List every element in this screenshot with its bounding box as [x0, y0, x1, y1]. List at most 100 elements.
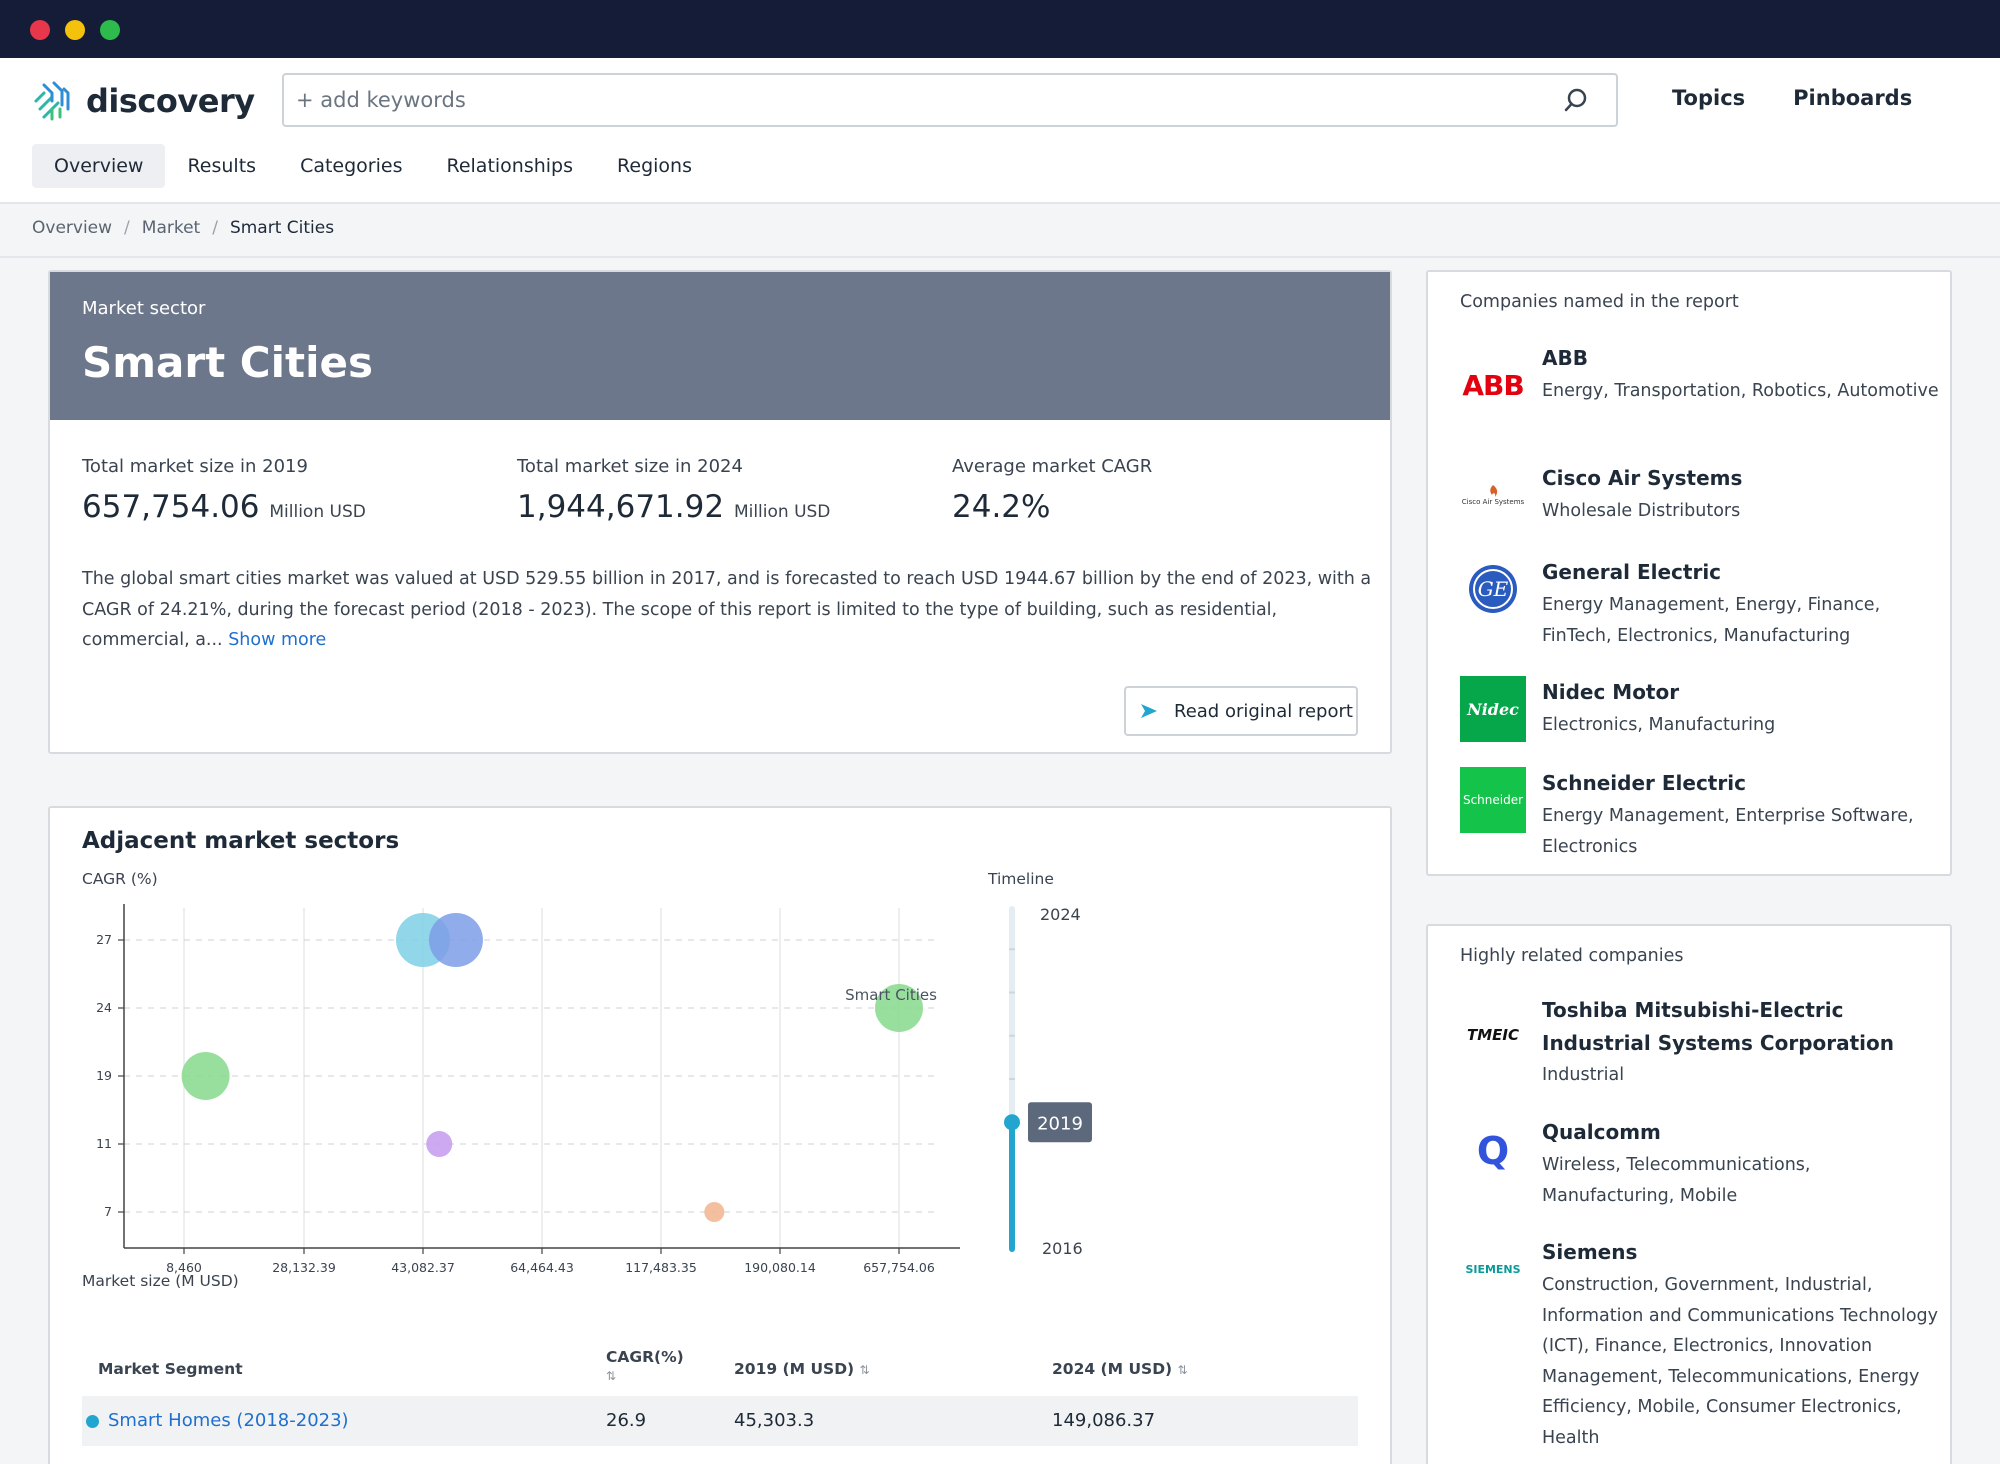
- bubble-point: [429, 913, 483, 967]
- app-logo[interactable]: discovery: [30, 78, 255, 124]
- company-name: General Electric: [1542, 556, 1942, 589]
- company-name: Siemens: [1542, 1236, 1942, 1269]
- table-row[interactable]: Smart Homes (2018-2023) 26.9 45,303.3 14…: [82, 1396, 1358, 1446]
- company-tags: Energy Management, Enterprise Software, …: [1542, 801, 1942, 862]
- qualcomm-logo: Q: [1460, 1118, 1526, 1184]
- window-titlebar: [0, 0, 2000, 58]
- cisco-air-systems-logo: Cisco Air Systems: [1460, 462, 1526, 528]
- page-title: Smart Cities: [82, 338, 373, 387]
- flame-icon: [1483, 484, 1503, 498]
- stat-value: 657,754.06: [82, 489, 260, 525]
- read-original-report-button[interactable]: Read original report: [1124, 686, 1358, 736]
- column-header-2024[interactable]: 2024 (M USD) ⇅: [1052, 1360, 1188, 1378]
- nidec-logo: Nidec: [1460, 676, 1526, 742]
- company-tags: Energy Management, Energy, Finance, FinT…: [1542, 590, 1942, 651]
- y-tick-label: 7: [104, 1204, 112, 1219]
- show-more-link[interactable]: Show more: [228, 630, 326, 650]
- column-header-2019[interactable]: 2019 (M USD) ⇅: [734, 1360, 870, 1378]
- cell-cagr: 26.9: [606, 1410, 646, 1431]
- company-name: ABB: [1542, 342, 1942, 375]
- y-tick-label: 27: [96, 932, 112, 947]
- point-label: Smart Cities: [845, 986, 937, 1004]
- cell-2019: 45,303.3: [734, 1410, 814, 1431]
- hero-banner: Market sector Smart Cities: [50, 272, 1390, 420]
- svg-text:GE: GE: [1478, 577, 1509, 601]
- breadcrumb-overview[interactable]: Overview: [32, 218, 112, 238]
- x-tick-label: 43,082.37: [391, 1260, 455, 1275]
- x-tick-label: 8,460: [166, 1260, 202, 1275]
- topics-link[interactable]: Topics: [1672, 86, 1745, 110]
- bubble-point: [704, 1202, 724, 1222]
- y-tick-label: 19: [96, 1068, 112, 1083]
- ge-logo-icon: GE: [1460, 556, 1526, 622]
- companies-named-panel: Companies named in the report ABB ABB En…: [1426, 270, 1952, 876]
- segment-color-dot: [86, 1415, 99, 1428]
- sort-icon[interactable]: ⇅: [860, 1363, 870, 1377]
- tab-results[interactable]: Results: [165, 144, 278, 188]
- stat-label: Total market size in 2019: [82, 456, 366, 477]
- company-tags: Electronics, Manufacturing: [1542, 710, 1942, 741]
- breadcrumb-market[interactable]: Market: [142, 218, 200, 238]
- x-tick-label: 28,132.39: [272, 1260, 336, 1275]
- segment-link[interactable]: Smart Homes (2018-2023): [108, 1410, 349, 1431]
- cell-2024: 149,086.37: [1052, 1410, 1155, 1431]
- maximize-window-button[interactable]: [100, 20, 120, 40]
- company-tags: Industrial: [1542, 1060, 1942, 1091]
- y-tick-label: 24: [96, 1000, 112, 1015]
- stat-unit: Million USD: [734, 502, 830, 522]
- company-name: Nidec Motor: [1542, 676, 1942, 709]
- siemens-logo: SIEMENS: [1460, 1236, 1526, 1302]
- sort-icon[interactable]: ⇅: [606, 1369, 616, 1383]
- search-bar: [282, 73, 1618, 127]
- minimize-window-button[interactable]: [65, 20, 85, 40]
- stat-market-size-2024: Total market size in 2024 1,944,671.92 M…: [517, 456, 830, 525]
- tab-categories[interactable]: Categories: [278, 144, 424, 188]
- column-header-cagr[interactable]: CAGR(%) ⇅: [606, 1348, 684, 1384]
- company-tags: Construction, Government, Industrial, In…: [1542, 1270, 1942, 1453]
- breadcrumb-current: Smart Cities: [230, 218, 334, 238]
- timeline-end-label: 2024: [1040, 905, 1081, 924]
- stat-value: 1,944,671.92: [517, 489, 724, 525]
- x-tick-label: 657,754.06: [863, 1260, 935, 1275]
- search-input[interactable]: [284, 75, 1562, 125]
- stat-average-cagr: Average market CAGR 24.2%: [952, 456, 1152, 525]
- tab-overview[interactable]: Overview: [32, 144, 165, 188]
- x-tick-label: 64,464.43: [510, 1260, 574, 1275]
- pinboards-link[interactable]: Pinboards: [1793, 86, 1912, 110]
- tmeic-logo: TMEIC: [1460, 1002, 1526, 1068]
- breadcrumb-separator: /: [212, 218, 218, 238]
- tab-relationships[interactable]: Relationships: [424, 144, 595, 188]
- stat-label: Total market size in 2024: [517, 456, 830, 477]
- company-name: Schneider Electric: [1542, 767, 1942, 800]
- stat-unit: Million USD: [269, 502, 365, 522]
- panel-title: Companies named in the report: [1460, 292, 1739, 312]
- x-tick-label: 190,080.14: [744, 1260, 816, 1275]
- company-name: Toshiba Mitsubishi-Electric Industrial S…: [1542, 994, 1942, 1060]
- company-name: Cisco Air Systems: [1542, 462, 1942, 495]
- market-description: The global smart cities market was value…: [82, 564, 1372, 656]
- stat-value: 24.2%: [952, 489, 1050, 525]
- app-header: discovery Topics Pinboards Overview Resu…: [0, 58, 2000, 204]
- sort-icon[interactable]: ⇅: [1178, 1363, 1188, 1377]
- related-companies-panel: Highly related companies TMEIC Toshiba M…: [1426, 924, 1952, 1464]
- tab-regions[interactable]: Regions: [595, 144, 714, 188]
- read-button-label: Read original report: [1174, 701, 1353, 722]
- bubble-point: [426, 1131, 452, 1157]
- company-tags: Energy, Transportation, Robotics, Automo…: [1542, 376, 1942, 407]
- search-icon[interactable]: [1562, 86, 1590, 114]
- column-header-label: CAGR(%): [606, 1348, 684, 1366]
- breadcrumb: Overview / Market / Smart Cities: [32, 218, 334, 238]
- close-window-button[interactable]: [30, 20, 50, 40]
- column-header-label: 2019 (M USD): [734, 1360, 854, 1378]
- schneider-logo: Schneider: [1460, 767, 1526, 833]
- send-arrow-icon: [1140, 703, 1158, 719]
- column-header-label: 2024 (M USD): [1052, 1360, 1172, 1378]
- breadcrumb-separator: /: [124, 218, 130, 238]
- company-tags: Wireless, Telecommunications, Manufactur…: [1542, 1150, 1942, 1211]
- x-axis-label: Market size (M USD): [82, 1272, 239, 1290]
- timeline-fill: [1009, 1122, 1015, 1252]
- company-tags: Wholesale Distributors: [1542, 496, 1942, 527]
- timeline-handle[interactable]: [1004, 1114, 1020, 1130]
- bubble-chart: CAGR (%)Market size (M USD)8,46028,132.3…: [50, 808, 1390, 1328]
- column-header-segment[interactable]: Market Segment: [98, 1360, 243, 1378]
